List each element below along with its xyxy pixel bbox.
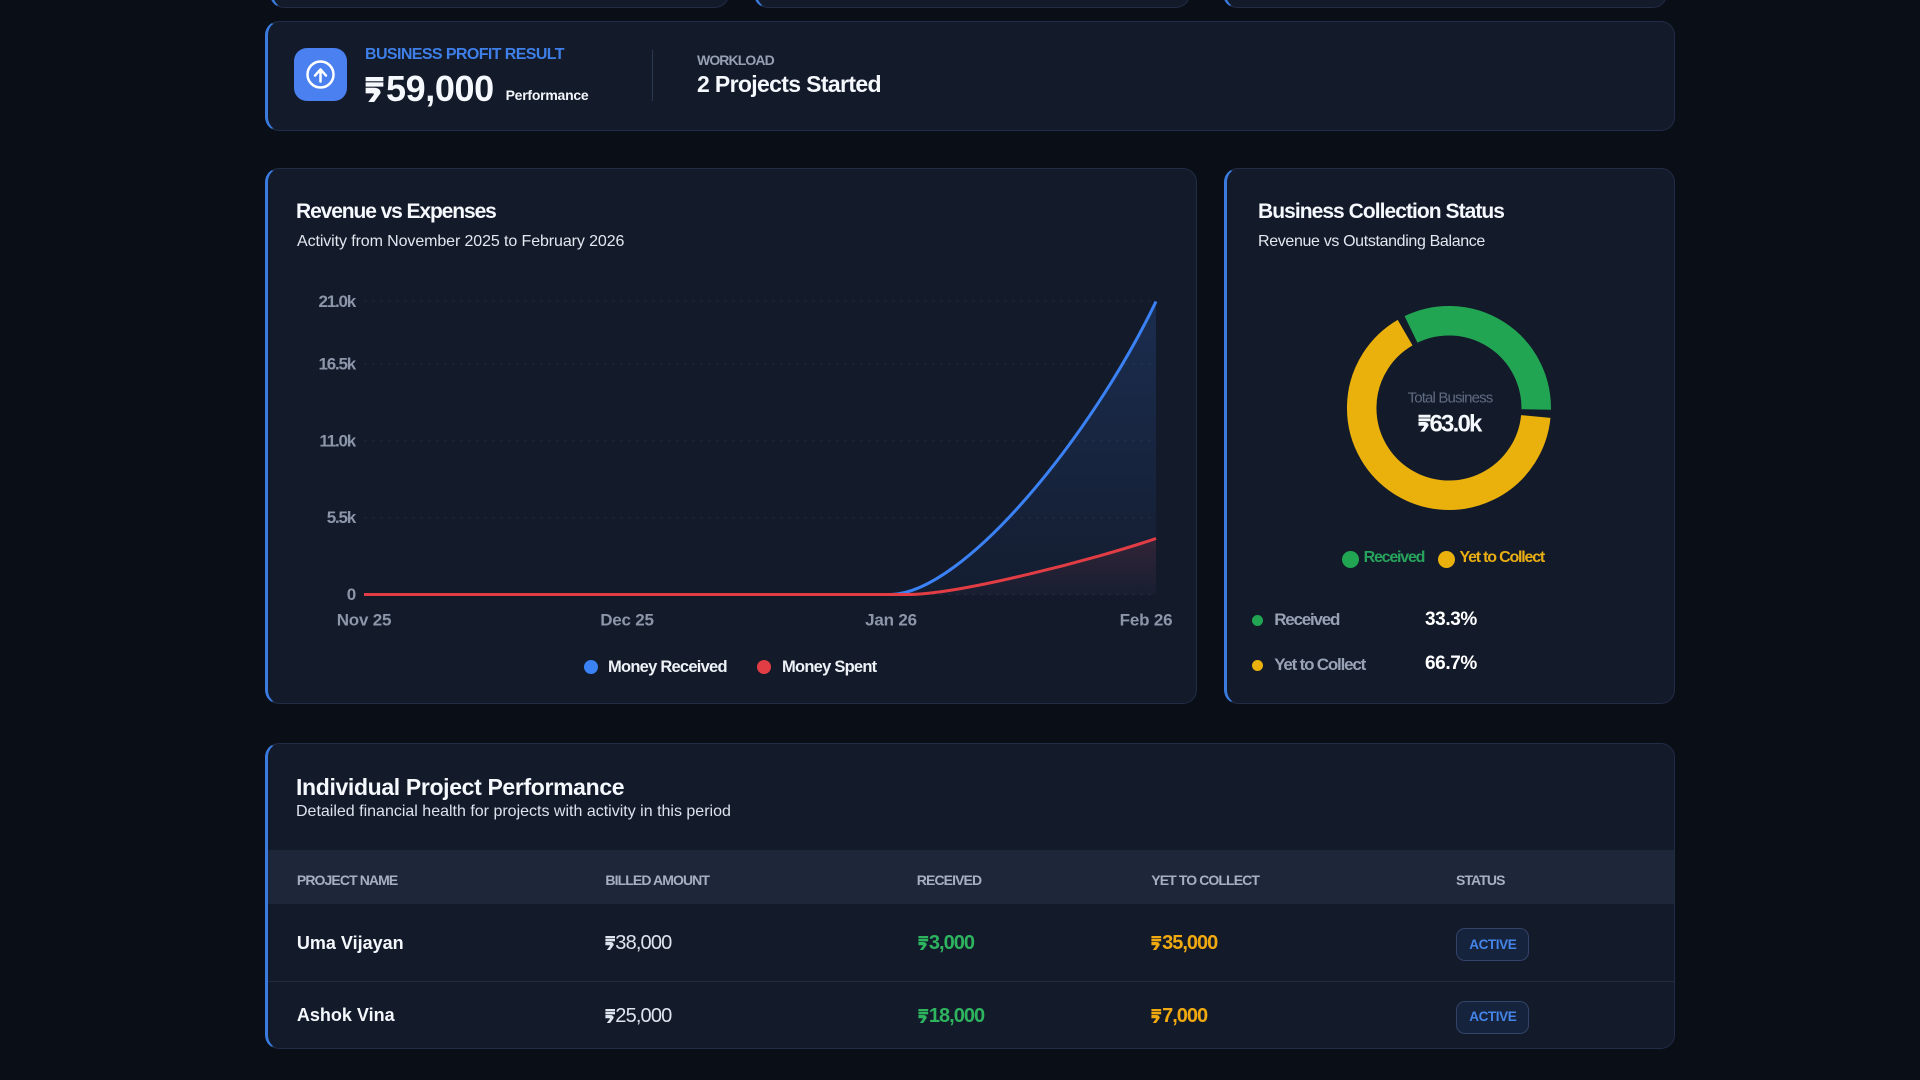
svg-text:Dec 25: Dec 25 bbox=[600, 611, 654, 630]
svg-text:0: 0 bbox=[347, 585, 356, 604]
svg-text:5.5k: 5.5k bbox=[327, 508, 357, 527]
svg-text:Total Business: Total Business bbox=[1407, 390, 1492, 407]
svg-text:Feb 26: Feb 26 bbox=[1120, 611, 1173, 630]
svg-text:16.5k: 16.5k bbox=[318, 355, 356, 374]
svg-text:63.0k: 63.0k bbox=[1429, 411, 1483, 438]
svg-text:Jan 26: Jan 26 bbox=[865, 611, 917, 630]
svg-text:Nov 25: Nov 25 bbox=[337, 611, 392, 630]
svg-text:11.0k: 11.0k bbox=[319, 431, 356, 450]
svg-text:21.0k: 21.0k bbox=[318, 292, 356, 311]
svg-text:Money Spent: Money Spent bbox=[782, 658, 878, 676]
svg-text:Money Received: Money Received bbox=[608, 658, 727, 676]
